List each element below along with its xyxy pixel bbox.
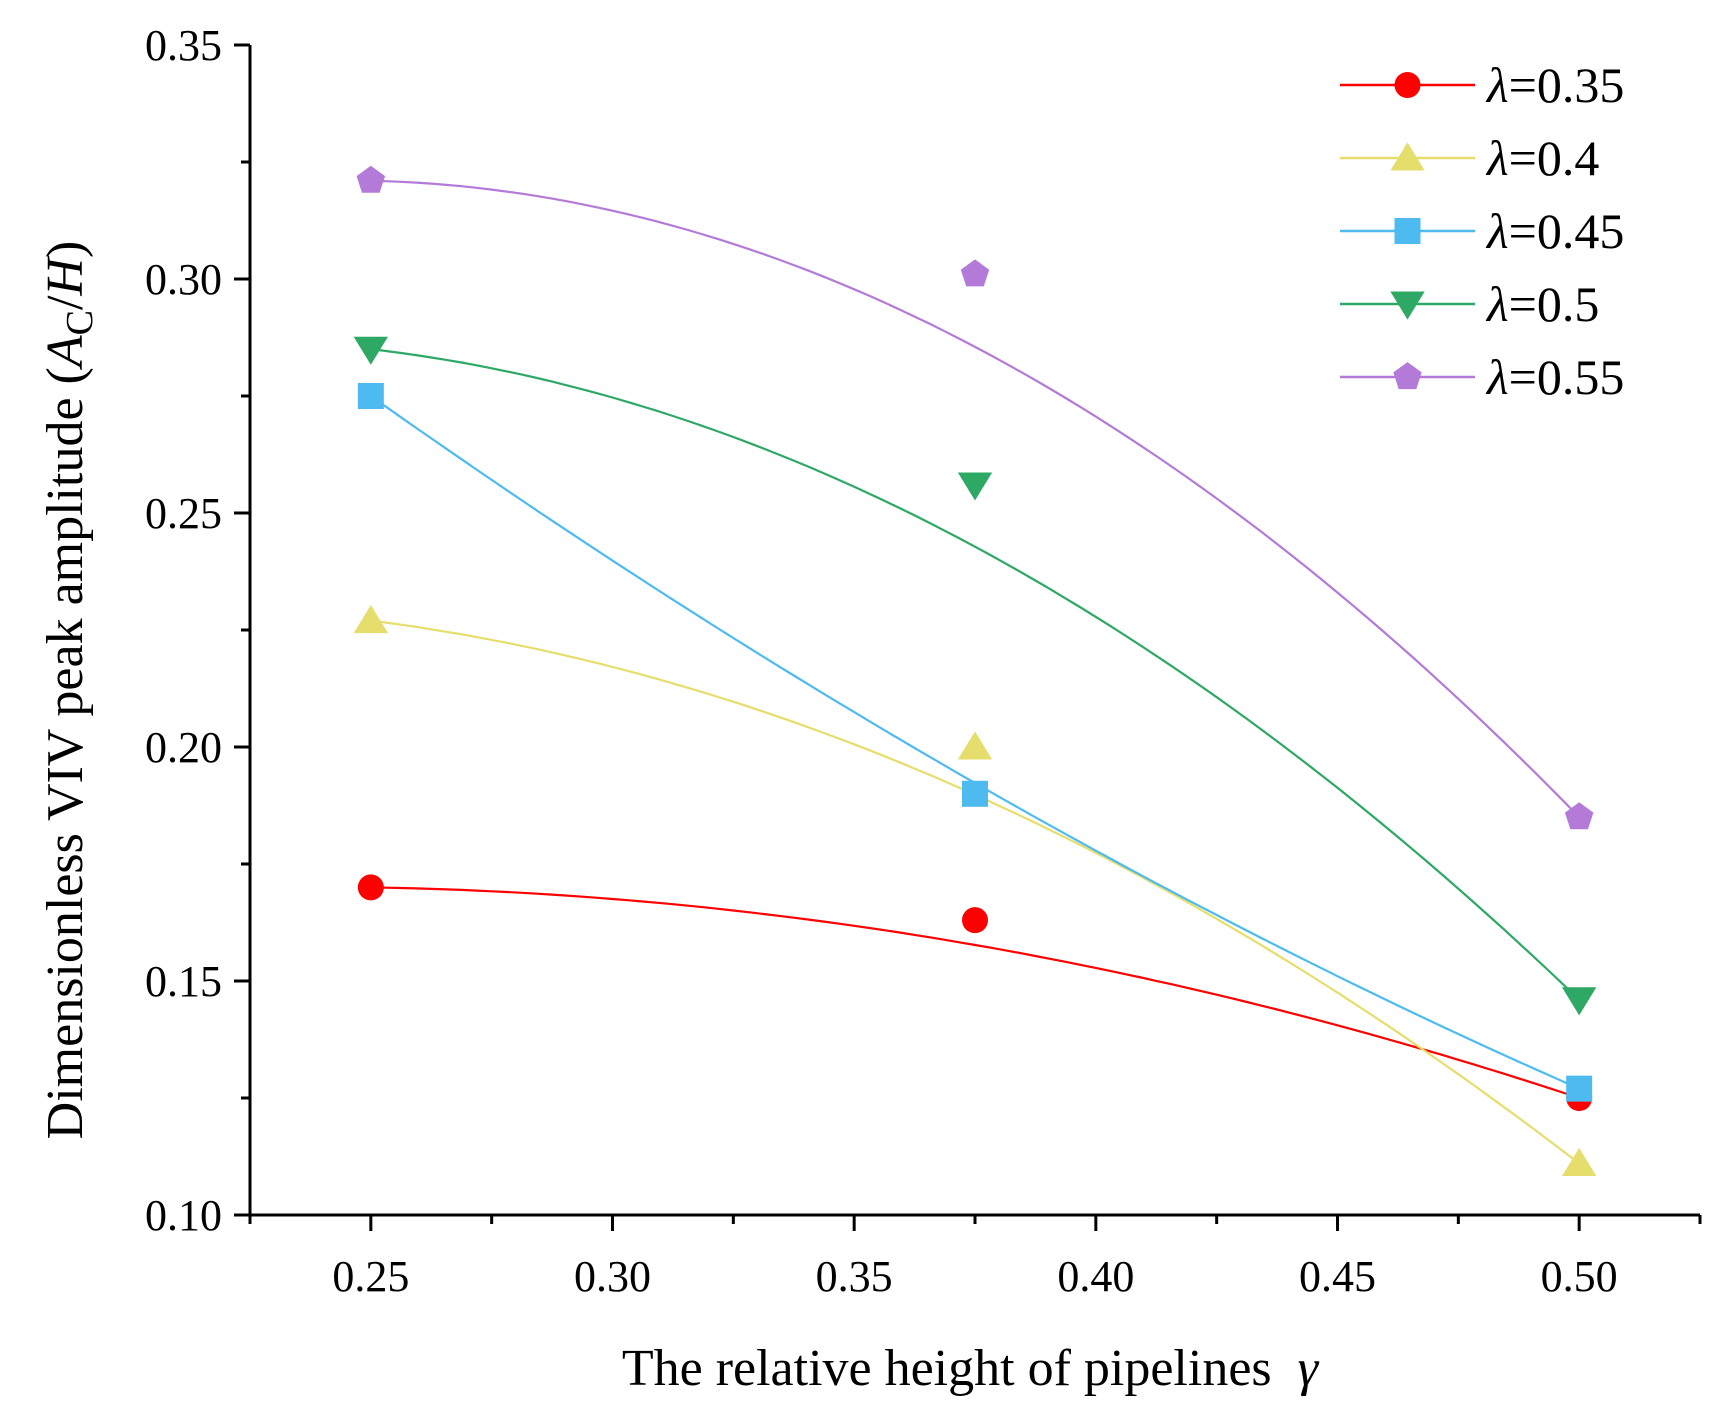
x-tick-label: 0.50 — [1541, 1252, 1618, 1301]
fit-curves — [370, 179, 1580, 1165]
legend-marker — [1390, 142, 1425, 171]
data-point-series-2 — [1566, 1075, 1593, 1102]
legend-marker — [1393, 362, 1422, 390]
y-tick-label: 0.35 — [145, 21, 222, 70]
data-point-series-0 — [357, 874, 384, 901]
y-tick-label: 0.20 — [145, 723, 222, 772]
y-tick-label: 0.15 — [145, 957, 222, 1006]
data-point-series-4 — [960, 259, 990, 287]
x-tick-label: 0.30 — [574, 1252, 651, 1301]
y-tick-label: 0.10 — [145, 1191, 222, 1240]
fit-curve-series-0 — [370, 886, 1580, 1100]
fit-curve-series-4 — [370, 179, 1580, 818]
y-tick-label: 0.30 — [145, 255, 222, 304]
legend-marker — [1394, 218, 1421, 244]
data-markers — [353, 165, 1597, 1176]
data-point-series-4 — [356, 165, 386, 193]
x-tick-label: 0.45 — [1299, 1252, 1376, 1301]
fit-curve-series-1 — [370, 619, 1580, 1165]
x-tick-label: 0.40 — [1057, 1252, 1134, 1301]
data-point-series-1 — [1562, 1147, 1597, 1176]
data-point-series-2 — [962, 780, 988, 807]
y-tick-label: 0.25 — [145, 489, 222, 538]
legend-label: λ=0.55 — [1485, 349, 1624, 405]
axes: 0.25 0.30 0.35 0.40 0.45 0.50 0.10 0.15 0.20 0.25… — [145, 21, 1702, 1301]
data-point-series-2 — [357, 383, 384, 409]
legend: λ=0.35 λ=0.4 λ=0.45 λ=0.5 λ=0.55 — [1340, 57, 1624, 405]
x-tick-label: 0.35 — [816, 1252, 893, 1301]
y-axis-title: Dimensionless VIV peak amplitude (AC/H) — [37, 241, 101, 1140]
legend-marker — [1394, 72, 1421, 98]
legend-label: λ=0.35 — [1485, 57, 1624, 113]
legend-marker — [1390, 291, 1425, 320]
legend-label: λ=0.5 — [1485, 276, 1599, 332]
legend-label: λ=0.45 — [1485, 203, 1624, 259]
data-point-series-1 — [353, 605, 388, 634]
data-point-series-4 — [1564, 802, 1594, 830]
x-tick-label: 0.25 — [332, 1252, 409, 1301]
data-point-series-3 — [957, 472, 993, 501]
data-point-series-1 — [957, 731, 993, 760]
fit-curve-series-3 — [370, 348, 1580, 1001]
x-axis-title: The relative height of pipelines γ — [622, 1340, 1320, 1397]
data-point-series-3 — [353, 336, 388, 365]
data-point-series-3 — [1562, 987, 1597, 1016]
data-point-series-0 — [962, 907, 988, 934]
legend-label: λ=0.4 — [1485, 130, 1599, 186]
